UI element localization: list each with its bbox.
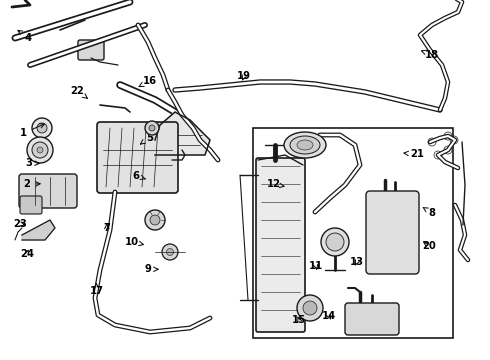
Circle shape — [149, 125, 155, 131]
Text: 10: 10 — [125, 237, 144, 247]
FancyBboxPatch shape — [256, 158, 305, 332]
Text: 20: 20 — [422, 240, 436, 251]
Text: 17: 17 — [90, 283, 104, 296]
Polygon shape — [155, 112, 210, 155]
Text: 12: 12 — [267, 179, 284, 189]
Text: 9: 9 — [145, 264, 158, 274]
Text: 15: 15 — [292, 315, 306, 325]
Text: 19: 19 — [237, 71, 251, 81]
Circle shape — [326, 233, 344, 251]
Text: 1: 1 — [20, 124, 45, 138]
Text: 13: 13 — [350, 257, 364, 267]
Circle shape — [32, 142, 48, 158]
Text: 3: 3 — [25, 158, 39, 168]
Text: 8: 8 — [423, 207, 436, 218]
Circle shape — [303, 301, 317, 315]
Text: 23: 23 — [14, 219, 27, 229]
Bar — [253, 128, 453, 338]
Text: 11: 11 — [309, 261, 323, 271]
FancyBboxPatch shape — [345, 303, 399, 335]
Circle shape — [321, 228, 349, 256]
Text: 5: 5 — [141, 132, 153, 144]
Text: 16: 16 — [139, 76, 156, 87]
Ellipse shape — [290, 136, 320, 154]
FancyBboxPatch shape — [78, 40, 104, 60]
Circle shape — [37, 147, 43, 153]
Text: 6: 6 — [133, 171, 146, 181]
Circle shape — [162, 244, 178, 260]
Circle shape — [27, 137, 53, 163]
Text: 14: 14 — [322, 311, 337, 321]
Ellipse shape — [284, 132, 326, 158]
Circle shape — [145, 121, 159, 135]
FancyBboxPatch shape — [97, 122, 178, 193]
Text: 18: 18 — [421, 50, 439, 60]
Text: 21: 21 — [404, 149, 424, 159]
Circle shape — [37, 123, 47, 133]
Text: 22: 22 — [71, 86, 87, 98]
Ellipse shape — [297, 140, 313, 150]
Text: 4: 4 — [18, 30, 32, 43]
Text: 2: 2 — [24, 179, 40, 189]
Polygon shape — [22, 220, 55, 240]
Circle shape — [297, 295, 323, 321]
FancyBboxPatch shape — [20, 196, 42, 214]
FancyBboxPatch shape — [366, 191, 419, 274]
Circle shape — [167, 248, 173, 256]
FancyBboxPatch shape — [19, 174, 77, 208]
Text: 7: 7 — [103, 222, 110, 233]
Circle shape — [32, 118, 52, 138]
Circle shape — [145, 210, 165, 230]
Circle shape — [150, 215, 160, 225]
Text: 24: 24 — [20, 249, 34, 259]
